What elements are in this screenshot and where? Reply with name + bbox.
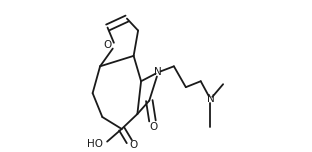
- Text: N: N: [207, 94, 214, 104]
- Text: O: O: [149, 123, 157, 132]
- Text: HO: HO: [87, 139, 103, 149]
- Text: O: O: [129, 140, 138, 150]
- Text: N: N: [154, 67, 162, 77]
- Text: O: O: [103, 40, 111, 50]
